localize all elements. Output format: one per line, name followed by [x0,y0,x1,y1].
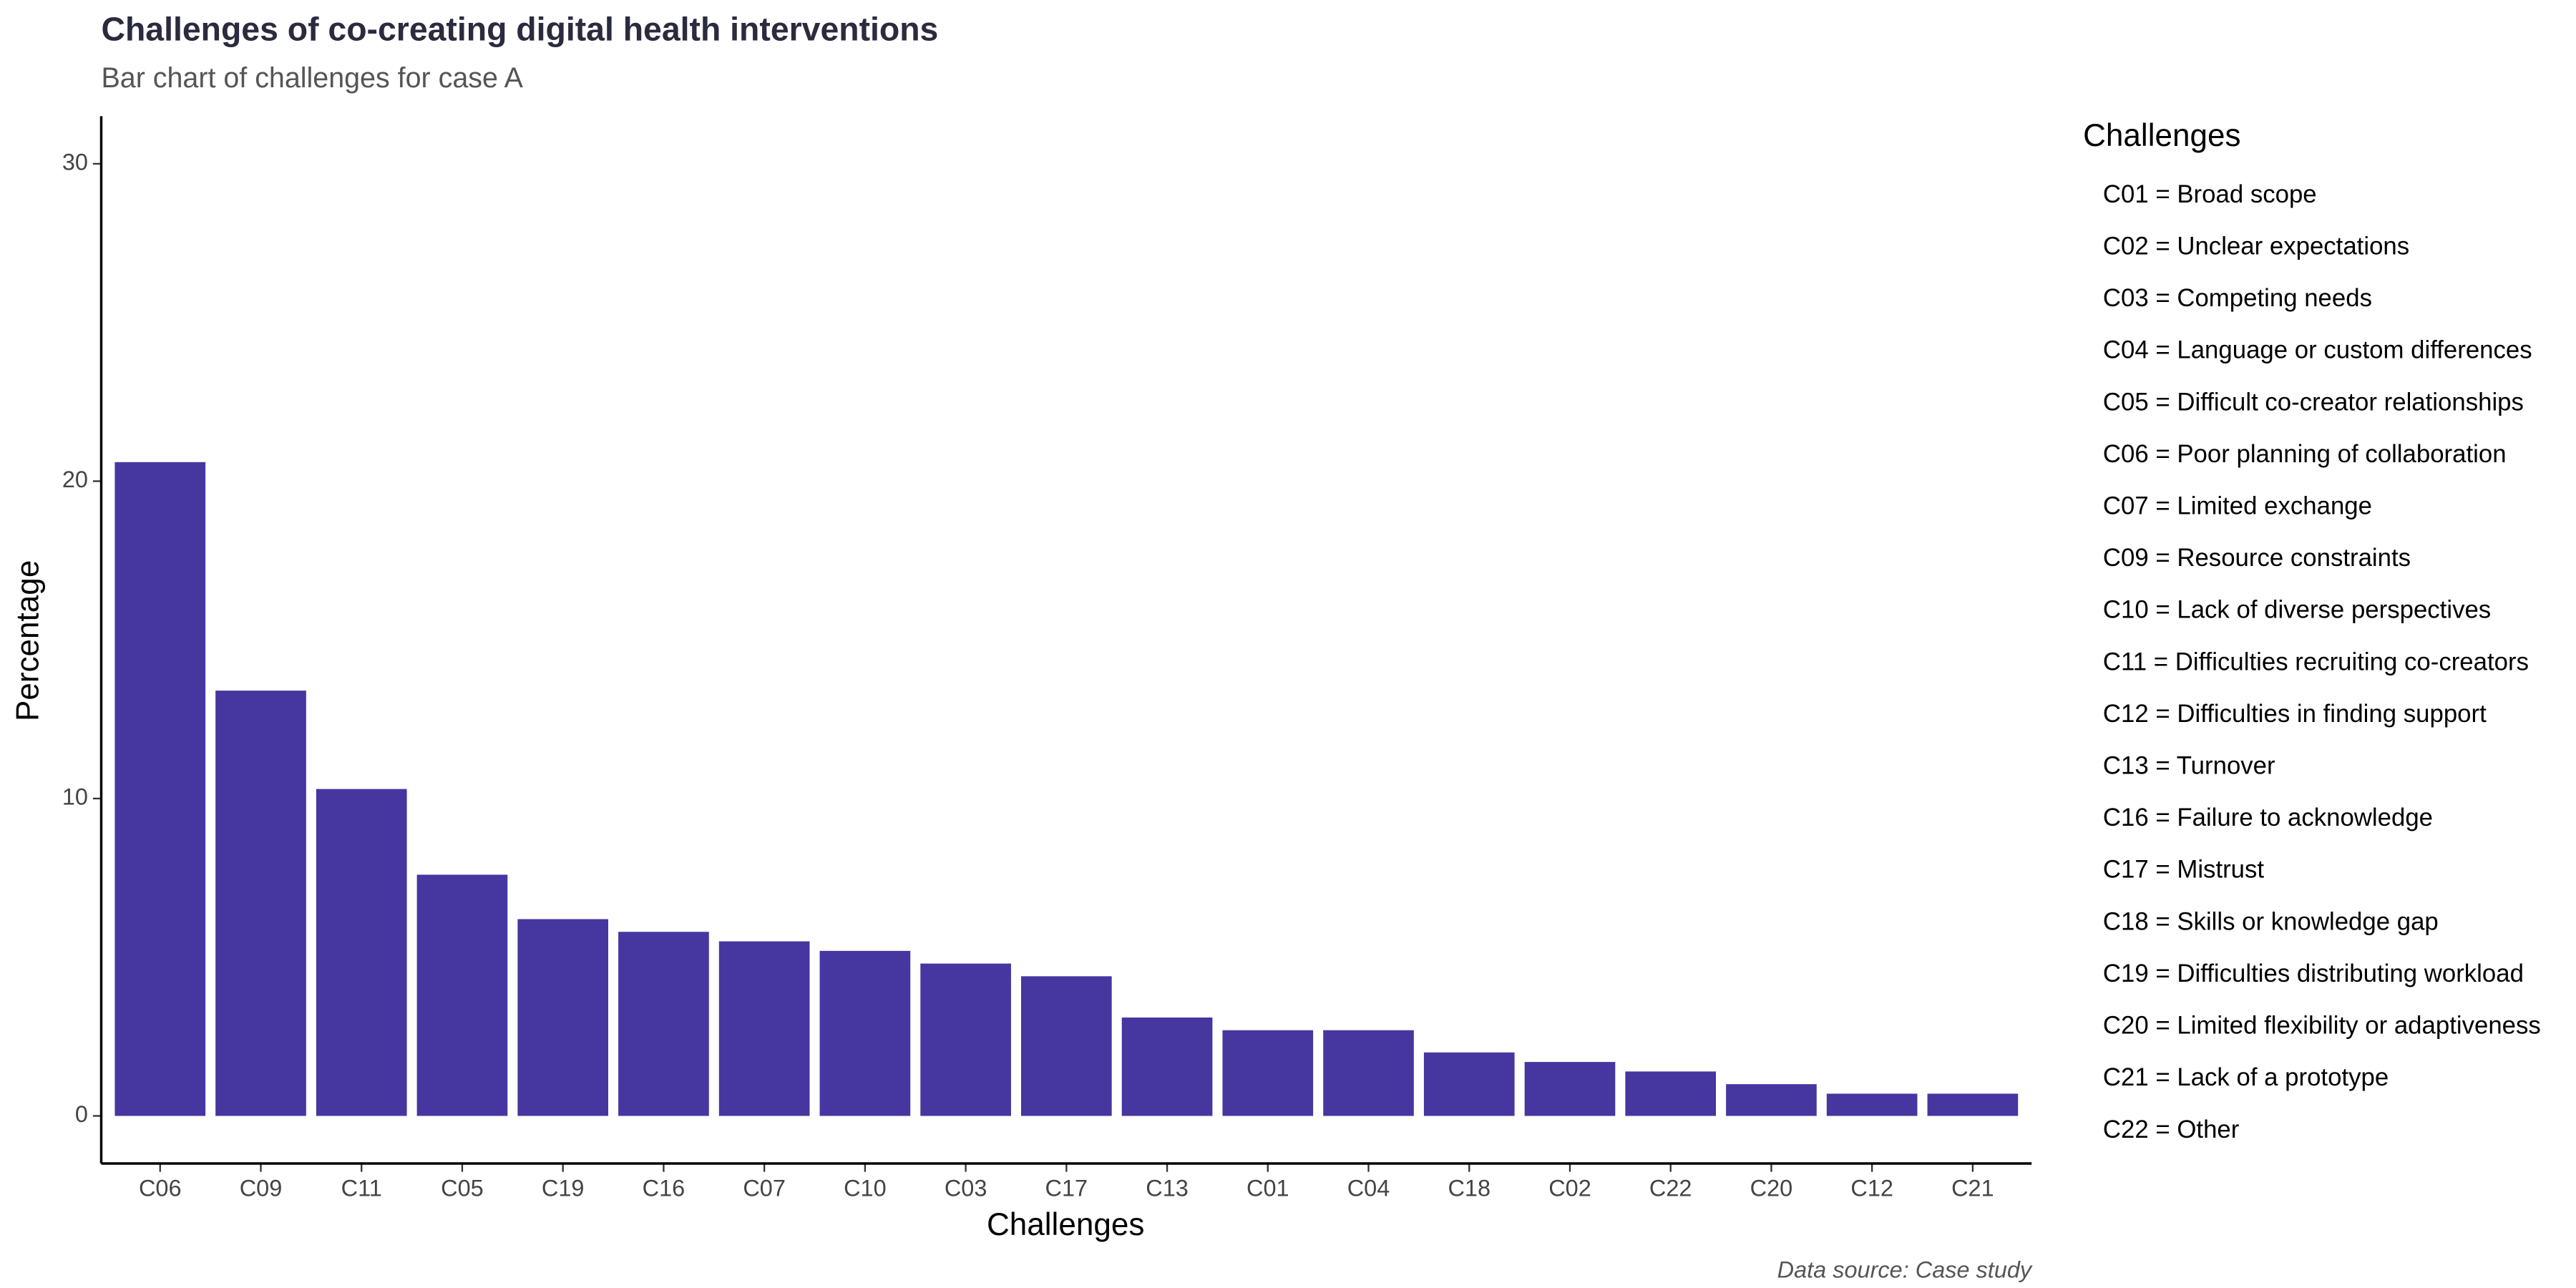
y-tick-label: 10 [62,784,88,810]
x-tick-label: C12 [1850,1176,1893,1201]
bar [114,462,206,1116]
x-tick-label: C19 [542,1176,585,1201]
x-axis-label: Challenges [987,1207,1144,1242]
legend-item: C13 = Turnover [2103,753,2275,780]
x-tick-label: C09 [240,1176,283,1201]
x-tick-label: C02 [1548,1176,1591,1201]
y-tick-label: 20 [62,467,88,492]
x-tick-label: C06 [139,1176,182,1201]
bar [819,950,911,1116]
legend-item: C22 = Other [2103,1116,2239,1143]
bar [1121,1018,1213,1116]
bar [1021,976,1112,1116]
legend-item: C04 = Language or custom differences [2103,337,2532,364]
x-tick-label: C22 [1649,1176,1692,1201]
bar [215,691,306,1116]
legend-item: C07 = Limited exchange [2103,493,2372,520]
y-tick-label: 30 [62,149,88,175]
bar [1222,1030,1314,1116]
caption: Data source: Case study [1777,1257,2033,1282]
legend-item: C01 = Broad scope [2103,181,2317,208]
bar [1423,1052,1515,1116]
bar [1826,1093,1918,1116]
x-tick-label: C07 [743,1176,786,1201]
x-tick-label: C13 [1146,1176,1189,1201]
bar [517,919,609,1116]
legend-item: C06 = Poor planning of collaboration [2103,441,2507,468]
x-tick-label: C16 [643,1176,686,1201]
legend-item: C12 = Difficulties in finding support [2103,701,2487,728]
x-tick-label: C05 [441,1176,484,1201]
legend-item: C10 = Lack of diverse perspectives [2103,597,2491,624]
chart-title: Challenges of co-creating digital health… [101,10,938,47]
y-tick-label: 0 [75,1101,88,1127]
bar [416,874,508,1116]
x-tick-label: C20 [1750,1176,1793,1201]
x-tick-label: C17 [1045,1176,1088,1201]
legend-item: C17 = Mistrust [2103,857,2265,884]
legend-item: C21 = Lack of a prototype [2103,1064,2389,1091]
chart-subtitle: Bar chart of challenges for case A [101,62,523,94]
legend-item: C20 = Limited flexibility or adaptivenes… [2103,1013,2541,1040]
legend-item: C05 = Difficult co-creator relationships [2103,389,2524,416]
legend-item: C02 = Unclear expectations [2103,233,2409,260]
x-tick-label: C11 [341,1176,382,1201]
bar [618,932,709,1116]
bar [1323,1030,1414,1116]
legend-item: C09 = Resource constraints [2103,545,2411,572]
x-tick-label: C18 [1448,1176,1491,1201]
x-tick-label: C04 [1347,1176,1390,1201]
x-tick-label: C01 [1246,1176,1289,1201]
bar [1524,1062,1616,1116]
bar [1726,1084,1817,1116]
legend-item: C18 = Skills or knowledge gap [2103,908,2439,935]
bar [920,963,1011,1116]
x-tick-label: C03 [945,1176,987,1201]
x-tick-label: C10 [844,1176,887,1201]
legend-item: C16 = Failure to acknowledge [2103,804,2433,831]
legend-item: C03 = Competing needs [2103,285,2372,312]
legend-item: C11 = Difficulties recruiting co-creator… [2103,648,2529,675]
legend-item: C19 = Difficulties distributing workload [2103,960,2524,987]
bar [1625,1071,1717,1116]
y-axis-label: Percentage [10,560,45,721]
bar [316,789,407,1116]
legend-title: Challenges [2083,118,2240,153]
bar [718,941,810,1116]
bar [1927,1093,2019,1116]
x-tick-label: C21 [1951,1176,1994,1201]
